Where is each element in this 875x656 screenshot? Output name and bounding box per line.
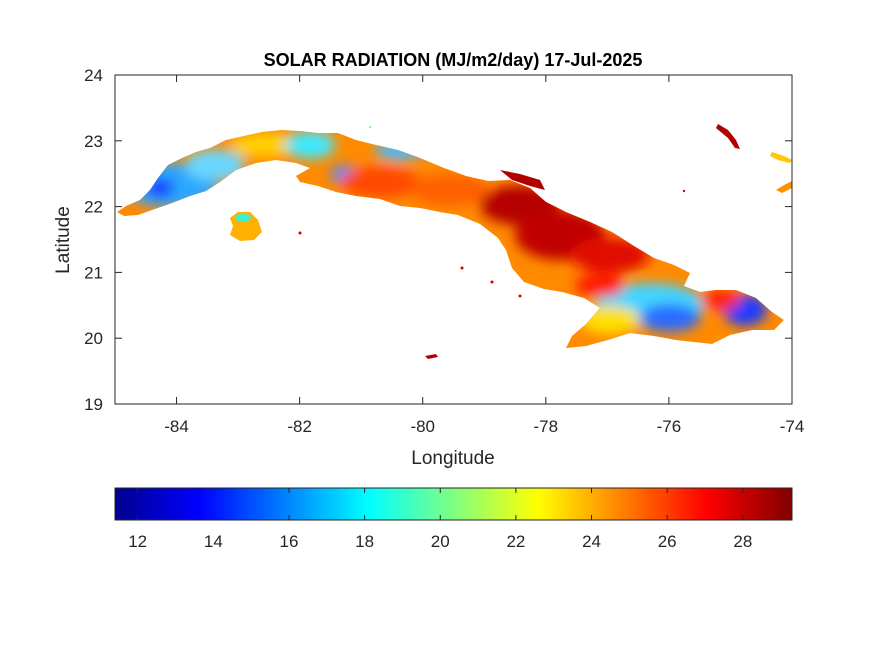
y-axis: 19 20 21 22 23 24: [84, 66, 792, 414]
axes-frame: [114, 74, 793, 405]
axes-background: [115, 75, 792, 404]
chart-title: SOLAR RADIATION (MJ/m2/day) 17-Jul-2025: [264, 50, 643, 70]
colorbar-ticks: 12 14 16 18 20 22 24 26 28: [128, 488, 752, 551]
y-tick-label: 23: [84, 132, 103, 151]
y-axis-label: Latitude: [53, 206, 74, 274]
x-axis-label: Longitude: [411, 448, 494, 469]
colorbar-tick-label: 18: [355, 532, 374, 551]
y-tick-label: 22: [84, 198, 103, 217]
y-tick-label: 20: [84, 329, 103, 348]
islet-east-1: [770, 152, 792, 163]
colorbar-tick-label: 24: [582, 532, 601, 551]
colorbar: [114, 487, 793, 521]
colorbar-tick-label: 22: [506, 532, 525, 551]
colorbar-tick-label: 26: [658, 532, 677, 551]
colorbar-tick-label: 14: [204, 532, 223, 551]
x-tick-label: -82: [287, 417, 312, 436]
colorbar-tick-label: 12: [128, 532, 147, 551]
x-tick-label: -74: [780, 417, 805, 436]
islet-south: [425, 354, 438, 359]
y-tick-label: 24: [84, 66, 103, 85]
x-tick-label: -84: [164, 417, 189, 436]
x-tick-label: -76: [657, 417, 682, 436]
x-tick-label: -78: [534, 417, 559, 436]
x-tick-label: -80: [410, 417, 435, 436]
y-tick-label: 19: [84, 395, 103, 414]
x-axis: -84 -82 -80 -78 -76 -74: [164, 75, 804, 436]
islet-north: [716, 124, 740, 149]
y-tick-label: 21: [84, 263, 103, 282]
colorbar-tick-label: 28: [733, 532, 752, 551]
colorbar-tick-label: 20: [431, 532, 450, 551]
islet-east-2: [776, 181, 792, 193]
colorbar-tick-label: 16: [280, 532, 299, 551]
